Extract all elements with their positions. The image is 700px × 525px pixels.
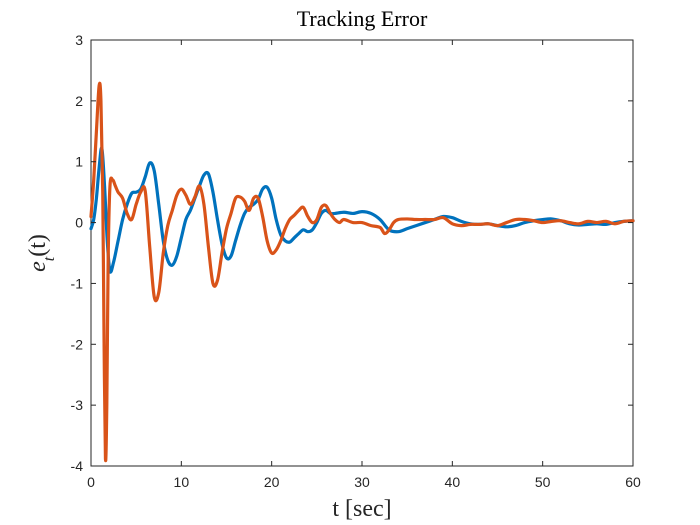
y-tick-label-3: -1 <box>71 275 84 291</box>
plot-area <box>90 39 634 467</box>
x-tick-label-1: 10 <box>174 474 190 490</box>
y-axis-label-sub: t <box>41 256 58 261</box>
x-tick-label-2: 20 <box>264 474 280 490</box>
y-tick-label-4: 0 <box>75 215 83 231</box>
y-tick-label-5: 1 <box>75 154 83 170</box>
y-axis-label-main: e <box>25 261 51 272</box>
x-tick-label-3: 30 <box>354 474 370 490</box>
chart-title: Tracking Error <box>297 6 428 31</box>
series-line-2 <box>89 81 635 463</box>
y-tick-label-1: -3 <box>71 397 84 413</box>
x-tick-label-4: 40 <box>445 474 461 490</box>
y-tick-label-0: -4 <box>71 458 84 474</box>
x-tick-label-5: 50 <box>535 474 551 490</box>
y-tick-label-2: -2 <box>71 336 84 352</box>
y-axis-label: et(t) <box>25 234 58 272</box>
x-tick-label-0: 0 <box>87 474 95 490</box>
x-tick-label-6: 60 <box>625 474 641 490</box>
ticks-layer: 0 10 20 30 40 50 60 -4 -3 -2 -1 0 1 2 3 <box>71 32 641 490</box>
series-layer <box>89 81 635 463</box>
y-tick-label-7: 3 <box>75 32 83 48</box>
x-axis-label: t [sec] <box>332 496 391 522</box>
y-tick-label-6: 2 <box>75 93 83 109</box>
y-axis-label-tail: (t) <box>25 234 51 257</box>
